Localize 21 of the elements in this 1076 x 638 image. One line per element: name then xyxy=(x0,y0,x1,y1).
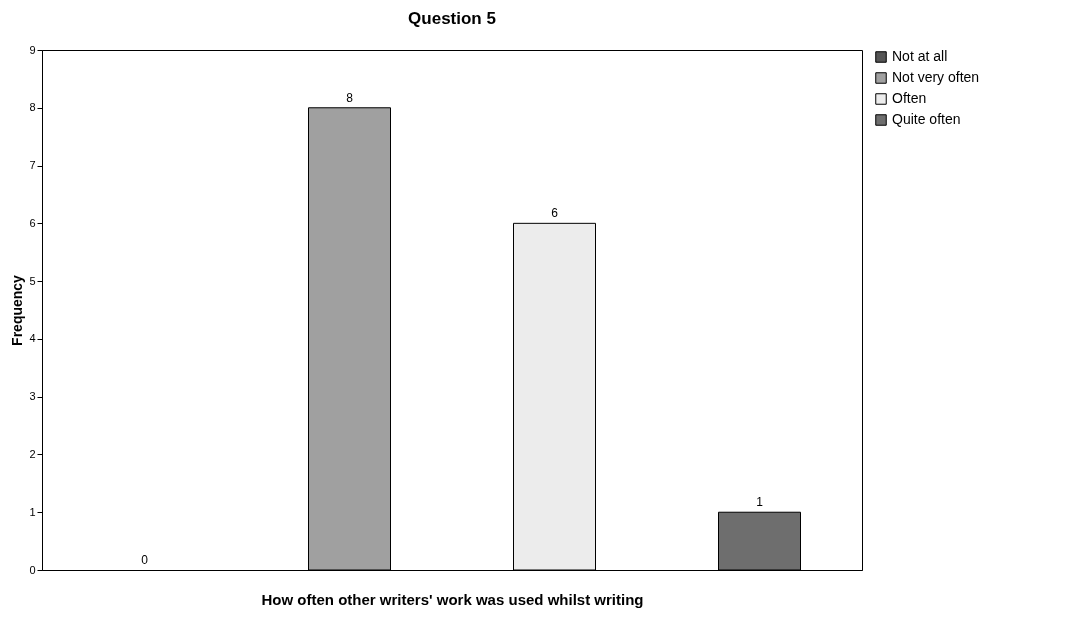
data-label: 0 xyxy=(141,553,149,567)
legend-label: Quite often xyxy=(892,111,961,127)
legend-label: Not at all xyxy=(892,48,948,64)
y-tick-label: 7 xyxy=(29,159,36,172)
y-tick-label: 2 xyxy=(29,447,36,460)
y-tick-label: 3 xyxy=(29,390,36,403)
data-label: 8 xyxy=(346,90,354,105)
data-label: 6 xyxy=(551,206,559,221)
chart-title: Question 5 xyxy=(408,9,496,28)
y-tick-label: 5 xyxy=(29,274,36,287)
y-tick-label: 6 xyxy=(29,216,36,229)
y-tick-label: 1 xyxy=(29,505,36,518)
legend-label: Often xyxy=(892,90,927,106)
y-axis-title: Frequency xyxy=(9,274,26,346)
legend-label: Not very often xyxy=(892,69,980,85)
data-label: 1 xyxy=(756,495,764,510)
y-tick-label: 4 xyxy=(29,332,36,345)
y-tick-label: 8 xyxy=(29,101,36,114)
x-axis-title: How often other writers' work was used whilst writing xyxy=(261,590,644,608)
y-tick-label: 9 xyxy=(29,43,36,56)
y-tick-label: 0 xyxy=(29,563,36,576)
